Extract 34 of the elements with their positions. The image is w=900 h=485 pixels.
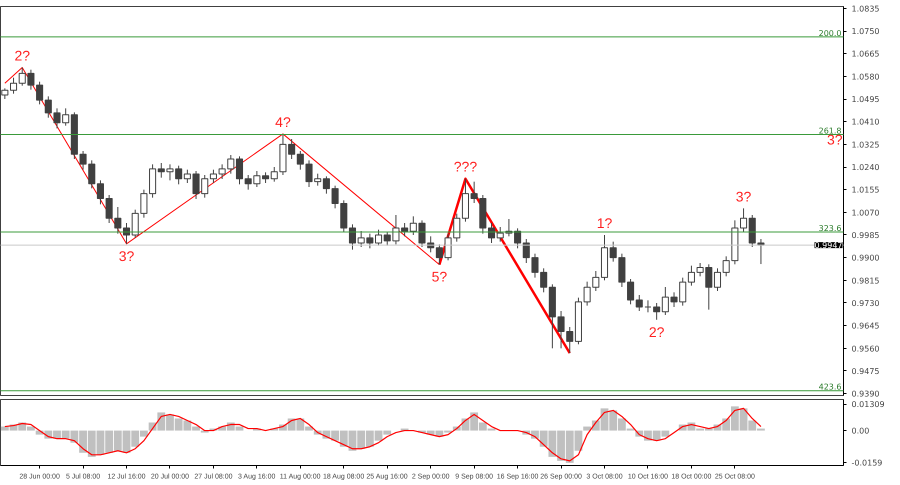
y-tick-label: 0.9645 xyxy=(852,322,880,331)
annotation: 4? xyxy=(275,114,291,130)
y-tick-label: 0.9390 xyxy=(852,390,880,399)
y-tick-label: 0.9985 xyxy=(852,230,880,240)
annotation: 3? xyxy=(118,248,135,264)
y-tick-label: 0.9475 xyxy=(852,366,880,376)
y-tick-label: 0.9560 xyxy=(852,344,880,354)
y-tick-label: 0.9730 xyxy=(852,298,880,308)
y-tick-label: 1.0835 xyxy=(852,4,880,14)
y-tick-label: 0.01309 xyxy=(852,400,885,410)
y-tick-label: 1.0580 xyxy=(852,72,880,82)
y-tick-label: 0.9900 xyxy=(852,254,880,263)
annotation: 261.8 xyxy=(818,126,842,136)
annotation: 2? xyxy=(648,324,665,340)
y-tick-label: 1.0325 xyxy=(852,140,880,150)
y-tick-label: 1.0155 xyxy=(852,186,880,195)
y-tick-label: 1.0495 xyxy=(852,95,880,104)
annotation: 2? xyxy=(14,48,30,64)
y-tick-label: 1.0240 xyxy=(852,163,880,172)
annotation: 200.0 xyxy=(818,28,842,38)
annotation: 5? xyxy=(432,268,448,285)
y-tick-label: 1.0070 xyxy=(852,208,880,218)
annotation: 423.6 xyxy=(818,382,842,392)
annotation: 323.6 xyxy=(818,224,842,234)
annotation: 3? xyxy=(736,188,752,204)
y-tick-label: 1.0750 xyxy=(852,27,880,36)
y-tick-label: 1.0410 xyxy=(852,118,880,127)
ref-line-label: 0.9947 xyxy=(814,241,843,250)
y-tick-label: 0.00 xyxy=(852,426,870,436)
annotation: ??? xyxy=(454,158,478,175)
y-tick-label: 1.0665 xyxy=(852,50,880,59)
y-tick-label: 0.9815 xyxy=(852,276,880,286)
annotation: 1? xyxy=(596,214,613,231)
y-tick-label: -0.0159 xyxy=(852,458,882,468)
